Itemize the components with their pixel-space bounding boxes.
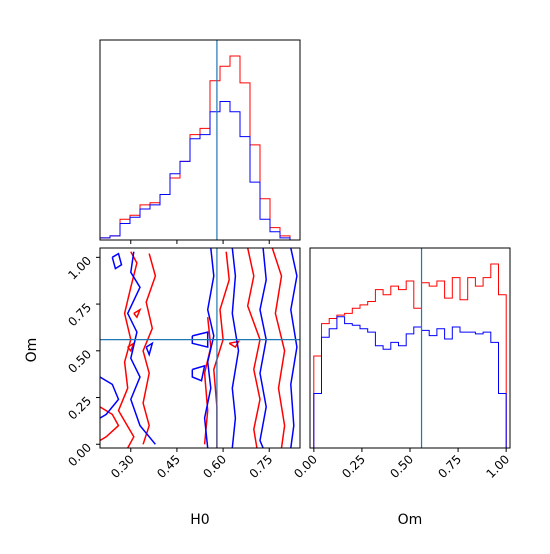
- contour-line-blue: [231, 248, 240, 448]
- h0-marginal-histogram-blue: [100, 101, 300, 240]
- contour-line-red: [271, 248, 286, 448]
- contour-line-blue: [111, 252, 123, 270]
- contour-line-red: [117, 251, 138, 448]
- contour-line-blue: [126, 251, 156, 445]
- contour-line-blue: [290, 248, 298, 448]
- contour-line-red: [133, 307, 142, 319]
- h0-marginal-frame: [99, 39, 301, 241]
- contour-line-red: [203, 317, 212, 445]
- contour-line-red: [127, 341, 136, 353]
- contour-line-red: [246, 248, 261, 448]
- contour-line-red: [142, 253, 157, 445]
- x-axis-label-om: Om: [398, 512, 423, 528]
- contour-line-blue: [191, 364, 206, 382]
- h0-marginal-panel: [99, 39, 301, 244]
- y-axis-label-om: Om: [24, 338, 40, 363]
- om-marginal-histogram-blue: [313, 316, 507, 448]
- om-marginal-histogram-red: [313, 263, 507, 448]
- contour-line-blue: [145, 341, 154, 357]
- contour-line-blue: [259, 248, 267, 448]
- contour-line-blue: [100, 376, 120, 419]
- contour-line-blue: [191, 331, 209, 349]
- x-axis-label-h0: H0: [190, 512, 209, 528]
- contour-line-blue: [203, 248, 215, 448]
- contour-frame: [99, 247, 301, 449]
